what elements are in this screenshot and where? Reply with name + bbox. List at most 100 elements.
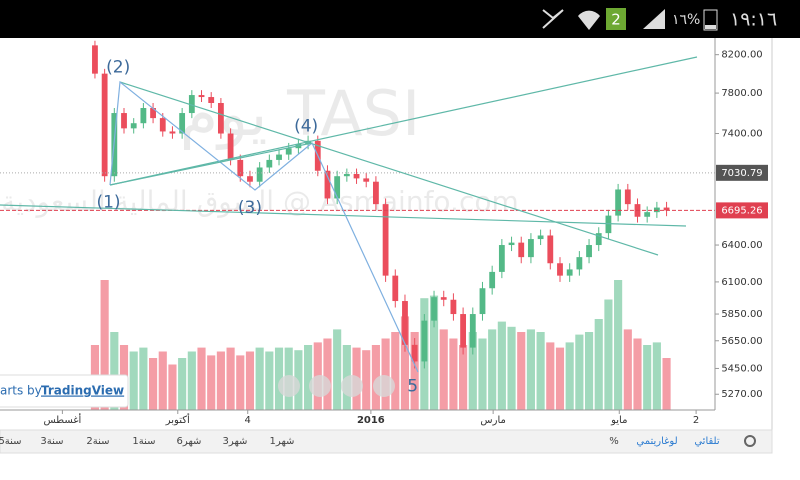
volume-bar (168, 364, 177, 410)
range-button[interactable]: 1سنة (132, 436, 155, 447)
volume-bar (110, 332, 119, 410)
volume-bar (623, 329, 632, 410)
volume-bar (488, 329, 497, 410)
x-tick-label: أكتوبر (165, 413, 190, 426)
volume-bar (304, 345, 313, 410)
volume-bar (236, 355, 245, 410)
volume-bar (633, 338, 642, 410)
candle-body (595, 233, 602, 246)
x-tick-label: 2 (693, 415, 699, 426)
range-button[interactable]: 3شهر (223, 436, 248, 447)
candle-body (431, 297, 437, 321)
volume-bar (507, 326, 516, 410)
candle-body (227, 133, 234, 160)
range-button[interactable]: 1شهر (270, 436, 295, 447)
x-tick-label: أغسطس (43, 413, 81, 426)
status-bar (0, 0, 800, 38)
price-label: 6695.26 (721, 205, 762, 216)
candle-body (518, 242, 525, 258)
wifi-icon (578, 10, 600, 30)
candle-body (121, 113, 127, 129)
volume-bar (555, 347, 565, 410)
zoom-controls (278, 375, 395, 397)
candle-body (247, 176, 253, 182)
zoom-button[interactable] (278, 375, 300, 397)
credit-link[interactable]: TradingView (41, 384, 124, 398)
candle-body (343, 174, 350, 177)
auto-button[interactable]: تلقائي (694, 436, 720, 447)
wave-label: (4) (294, 117, 318, 137)
candle-body (276, 154, 282, 160)
badge (606, 8, 626, 30)
volume-bar (226, 347, 235, 410)
candle-body (285, 148, 292, 155)
candle-body (169, 131, 176, 134)
candle-body (624, 189, 631, 205)
candle-body (334, 176, 341, 199)
price-label: 7030.79 (721, 168, 762, 179)
status-icons: 2 ١٦% ١٩:١٦ (542, 8, 777, 31)
trend-line (109, 56, 698, 186)
volume-bar (614, 280, 623, 410)
volume-bar (178, 358, 187, 410)
volume-bar (197, 347, 206, 410)
range-button[interactable]: 6شهر (177, 436, 202, 447)
volume-bar (517, 332, 526, 410)
volume-bar (594, 319, 603, 410)
candle-body (644, 212, 651, 217)
wave-label: (2) (106, 57, 130, 77)
y-tick-label: 6100.00 (721, 277, 762, 288)
wave-line (109, 80, 419, 373)
volume-bar (391, 332, 400, 410)
volume-bar (575, 334, 584, 410)
volume-bar (429, 295, 439, 410)
range-button[interactable]: 3سنة (40, 436, 63, 447)
volume-bar (274, 347, 284, 410)
reset-button[interactable] (341, 375, 363, 397)
volume-bar (207, 355, 216, 410)
volume-bar (333, 329, 342, 410)
x-tick-label: 4 (245, 415, 251, 426)
candle-body (237, 159, 244, 177)
percent-button[interactable]: % (609, 436, 619, 447)
candle-body (479, 288, 486, 315)
settings-icon[interactable] (744, 435, 756, 447)
candle-body (421, 320, 428, 362)
candle-body (663, 207, 670, 211)
toolbar-items: 5سنة 3سنة 2سنة 1سنة 6شهر 3شهر 1شهر% لوغاريتمي تل… (0, 436, 720, 447)
volume-bar (546, 342, 555, 410)
candle-body (382, 204, 389, 276)
candle-body (402, 301, 408, 345)
candle-body (528, 239, 534, 258)
volume-bar (536, 332, 545, 410)
candle-body (198, 95, 205, 98)
candle-body (498, 245, 505, 272)
x-tick-label: مارس (480, 415, 505, 426)
volume-bar (294, 350, 303, 410)
candle-body (576, 257, 583, 270)
candle-body (130, 123, 137, 129)
volume-bar (643, 345, 652, 410)
credit-badge[interactable]: arts by TradingView (0, 374, 129, 408)
candle-body (547, 235, 554, 264)
candle-body (188, 95, 195, 114)
y-tick-label: 7800.00 (721, 88, 762, 99)
volume-bar (478, 338, 487, 410)
zoom-button[interactable] (309, 375, 331, 397)
range-button[interactable]: 2سنة (86, 436, 109, 447)
log-button[interactable]: لوغاريتمي (636, 436, 677, 447)
zoom-button[interactable] (373, 375, 395, 397)
volume-bar (468, 332, 477, 410)
range-button[interactable]: 5سنة (0, 436, 22, 447)
clock: ١٩:١٦ (730, 9, 777, 31)
x-tick-label: مايو (610, 415, 627, 426)
volume-bar (565, 342, 574, 410)
y-tick-label: 6400.00 (721, 240, 762, 251)
price-axis: 8200.00 7800.00 7400.00 6400.00 6100.00 5850.… (715, 50, 768, 400)
signal-icon (643, 9, 665, 29)
battery-icon (703, 9, 718, 31)
candle-body (653, 207, 660, 213)
candle-body (353, 174, 360, 179)
watermark: يوم TASI (180, 77, 421, 150)
